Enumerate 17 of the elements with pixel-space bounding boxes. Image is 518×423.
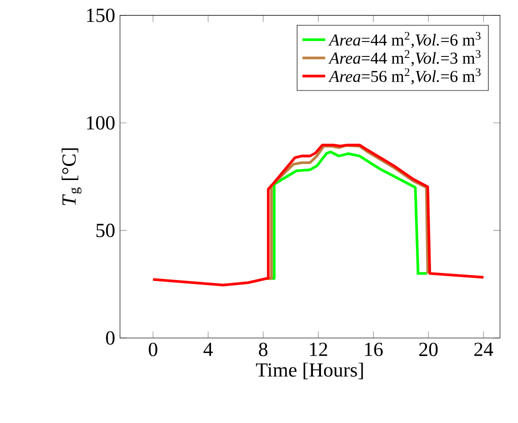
y-tick-label: 100 bbox=[87, 116, 115, 130]
y-tick-label: 0 bbox=[106, 331, 115, 345]
x-tick-label: 16 bbox=[365, 342, 383, 356]
y-tick-label: 150 bbox=[87, 8, 115, 22]
x-axis-title: Time [Hours] bbox=[256, 362, 363, 380]
legend-label: Area=44 m$^{2}$,Vol.=3 m$^{3}$ bbox=[328, 50, 481, 66]
y-axis-title: T$_{g}$ [°C] bbox=[62, 148, 82, 206]
x-tick-label: 0 bbox=[148, 342, 158, 356]
x-tick-label: 20 bbox=[419, 342, 438, 356]
x-tick-label: 4 bbox=[204, 342, 213, 356]
legend-label: Area=44 m$^{2}$,Vol.=6 m$^{3}$ bbox=[328, 32, 481, 48]
x-tick-label: 12 bbox=[310, 342, 328, 356]
x-tick-label: 8 bbox=[258, 342, 268, 356]
x-tick-label: 24 bbox=[474, 342, 494, 356]
y-tick-label: 50 bbox=[96, 224, 115, 238]
legend-label: Area=56 m$^{2}$,Vol.=6 m$^{3}$ bbox=[328, 68, 481, 84]
line-series bbox=[152, 144, 485, 286]
